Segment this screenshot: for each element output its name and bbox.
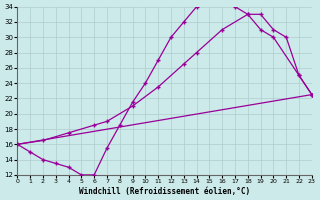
X-axis label: Windchill (Refroidissement éolien,°C): Windchill (Refroidissement éolien,°C) xyxy=(79,187,250,196)
